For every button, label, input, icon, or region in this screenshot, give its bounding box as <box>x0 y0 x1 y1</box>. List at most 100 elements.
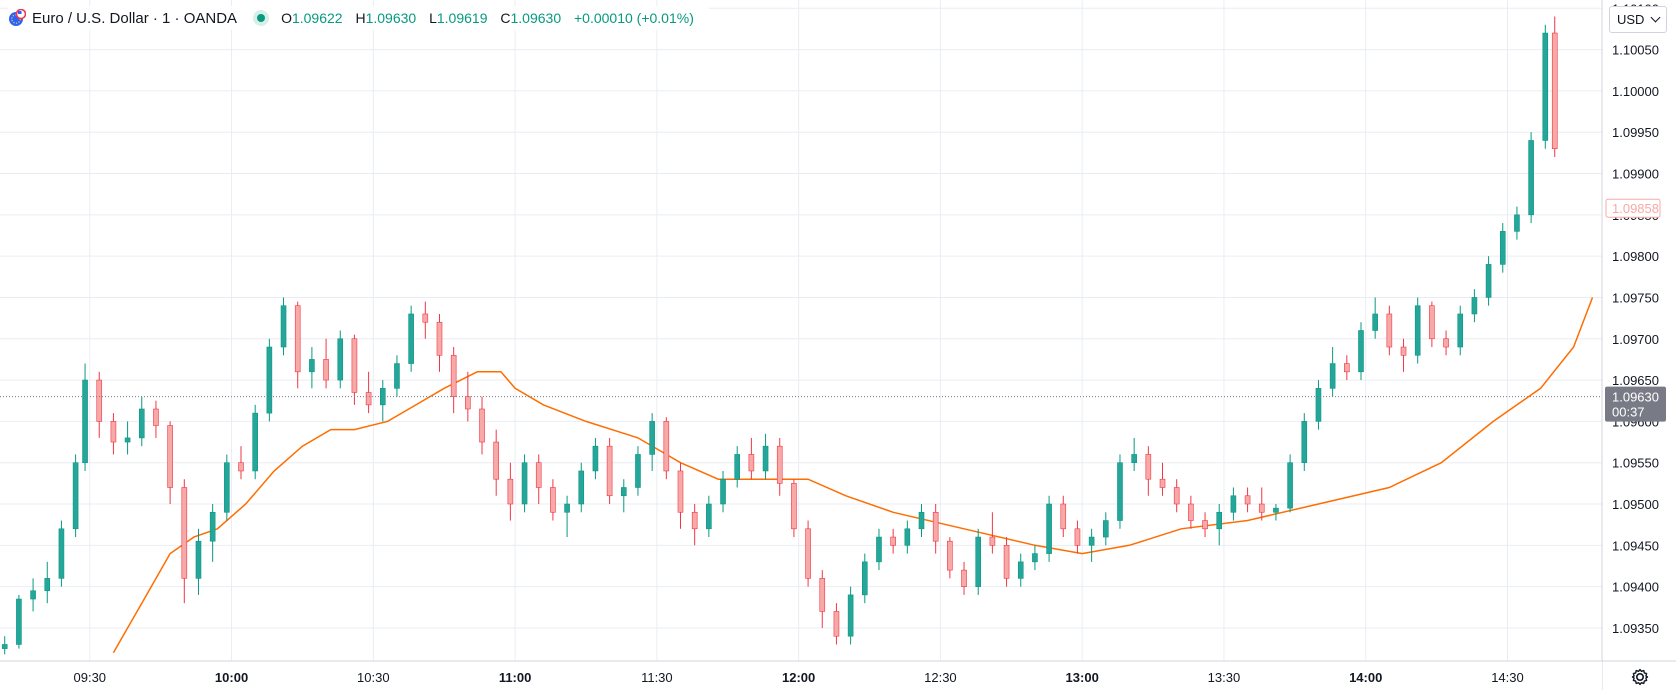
candle-down[interactable] <box>436 321 443 356</box>
candle-up[interactable] <box>1329 363 1336 389</box>
candle-down[interactable] <box>677 470 684 513</box>
candle-down[interactable] <box>606 445 613 497</box>
candle-up[interactable] <box>720 478 726 505</box>
candle-down[interactable] <box>96 379 103 422</box>
candle-down[interactable] <box>819 578 826 612</box>
candle-down[interactable] <box>167 425 173 488</box>
candle-down[interactable] <box>465 396 471 410</box>
candle-up[interactable] <box>266 346 273 414</box>
candle-down[interactable] <box>1074 528 1081 546</box>
candle-down[interactable] <box>1188 503 1194 521</box>
candle-up[interactable] <box>1542 32 1549 141</box>
candle-up[interactable] <box>1032 553 1038 563</box>
candle-up[interactable] <box>379 388 386 406</box>
currency-selector[interactable]: USD <box>1609 6 1667 33</box>
candle-up[interactable] <box>1 644 8 649</box>
candle-down[interactable] <box>365 392 372 406</box>
candle-down[interactable] <box>791 483 797 530</box>
candle-down[interactable] <box>1244 495 1251 505</box>
candle-down[interactable] <box>989 536 996 546</box>
candle-up[interactable] <box>124 437 131 443</box>
candle-up[interactable] <box>408 313 414 364</box>
candle-up[interactable] <box>847 594 854 637</box>
symbol-title[interactable]: Euro / U.S. Dollar · 1 · OANDA <box>32 9 238 27</box>
candle-up[interactable] <box>1017 561 1024 579</box>
candle-down[interactable] <box>550 487 556 513</box>
candle-up[interactable] <box>1287 462 1293 509</box>
candle-down[interactable] <box>507 478 514 505</box>
candle-down[interactable] <box>493 441 499 480</box>
candle-down[interactable] <box>776 445 783 484</box>
candle-down[interactable] <box>181 487 188 579</box>
candle-down[interactable] <box>1202 520 1208 530</box>
candle-up[interactable] <box>82 379 88 464</box>
time-axis-panel[interactable] <box>0 661 1602 690</box>
candle-down[interactable] <box>1443 338 1449 348</box>
candle-up[interactable] <box>918 511 925 530</box>
candle-up[interactable] <box>1046 503 1052 554</box>
candle-down[interactable] <box>1258 503 1265 513</box>
candle-down[interactable] <box>663 421 670 472</box>
candle-up[interactable] <box>1103 520 1109 538</box>
candle-down[interactable] <box>351 338 358 393</box>
candle-down[interactable] <box>294 305 301 373</box>
candle-down[interactable] <box>833 611 840 637</box>
candle-up[interactable] <box>195 540 202 579</box>
candle-up[interactable] <box>762 445 769 472</box>
candle-down[interactable] <box>1003 545 1010 579</box>
candle-up[interactable] <box>592 445 599 472</box>
candle-up[interactable] <box>564 503 570 513</box>
candle-up[interactable] <box>1514 214 1520 232</box>
candle-up[interactable] <box>975 536 982 587</box>
candle-down[interactable] <box>153 408 159 426</box>
candle-up[interactable] <box>16 598 22 645</box>
candle-down[interactable] <box>932 511 939 542</box>
candle-up[interactable] <box>734 454 741 480</box>
candle-up[interactable] <box>1372 313 1378 331</box>
candle-up[interactable] <box>1414 305 1421 356</box>
candle-up[interactable] <box>635 454 641 488</box>
candle-up[interactable] <box>861 561 868 596</box>
candle-up[interactable] <box>58 528 65 579</box>
candle-up[interactable] <box>706 503 712 530</box>
candle-down[interactable] <box>479 408 485 443</box>
candle-down[interactable] <box>323 359 329 381</box>
candle-down[interactable] <box>1344 363 1350 373</box>
candle-down[interactable] <box>1400 346 1407 356</box>
candle-down[interactable] <box>1173 487 1180 505</box>
candle-up[interactable] <box>1117 462 1123 521</box>
candle-up[interactable] <box>620 487 627 497</box>
candle-up[interactable] <box>224 462 230 513</box>
candle-up[interactable] <box>1315 388 1322 422</box>
candle-up[interactable] <box>252 412 258 472</box>
candle-up[interactable] <box>1216 511 1223 530</box>
candle-up[interactable] <box>1358 330 1364 373</box>
candle-down[interactable] <box>1429 305 1435 340</box>
candle-up[interactable] <box>1230 495 1237 513</box>
candle-up[interactable] <box>280 305 287 348</box>
candle-up[interactable] <box>1471 297 1478 315</box>
candle-up[interactable] <box>876 536 882 563</box>
candle-up[interactable] <box>1528 140 1534 216</box>
candle-up[interactable] <box>649 421 655 455</box>
candle-up[interactable] <box>1273 507 1279 513</box>
candle-up[interactable] <box>72 462 79 530</box>
candle-down[interactable] <box>805 528 811 579</box>
candle-down[interactable] <box>450 354 457 397</box>
price-axis-panel[interactable] <box>1602 0 1676 690</box>
candle-up[interactable] <box>904 528 911 546</box>
candle-up[interactable] <box>309 359 315 373</box>
candle-down[interactable] <box>1551 32 1558 150</box>
candle-down[interactable] <box>691 511 698 530</box>
candle-down[interactable] <box>890 536 896 546</box>
candle-up[interactable] <box>1088 536 1095 546</box>
candle-up[interactable] <box>337 338 344 381</box>
candle-up[interactable] <box>1499 231 1506 265</box>
candle-down[interactable] <box>535 462 542 488</box>
candle-down[interactable] <box>748 454 755 472</box>
candle-up[interactable] <box>1457 313 1464 348</box>
gear-icon[interactable] <box>1628 665 1652 689</box>
candle-down[interactable] <box>1386 313 1393 348</box>
